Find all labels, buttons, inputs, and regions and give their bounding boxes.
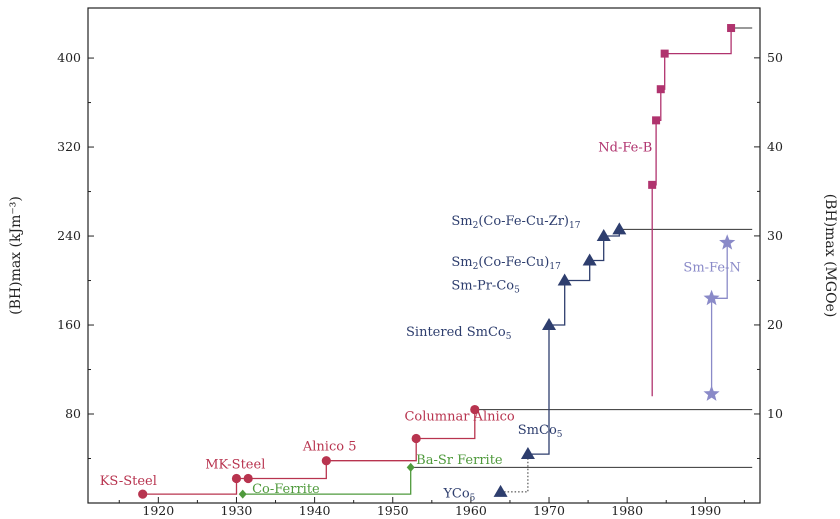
y-tick-label: 80 <box>65 406 81 421</box>
label-sm2-co-fe-cu-17: Sm2(Co-Fe-Cu)17 <box>451 255 561 272</box>
ndfeb-data-point <box>648 180 657 189</box>
label-text: Co-Ferrite <box>252 482 320 497</box>
label-text: Sintered SmCo <box>406 325 506 340</box>
smfen-step-line <box>710 242 728 394</box>
smco-data-point <box>557 273 572 286</box>
label-text: (Co-Fe-Cu) <box>478 255 549 270</box>
ndfeb-data-point <box>727 24 736 33</box>
x-tick-label: 1950 <box>377 503 409 518</box>
y-tick-label: 240 <box>57 228 81 243</box>
smfen-data-point <box>719 234 736 250</box>
label-text: YCo <box>443 486 470 501</box>
steel-data-point <box>231 473 242 484</box>
smco-dotted-connector <box>500 454 529 493</box>
y2-tick-label: 30 <box>767 228 783 243</box>
smco-step-line <box>527 229 620 455</box>
x-tick-label: 1940 <box>299 503 331 518</box>
label-sm-fe-n: Sm-Fe-N <box>683 261 740 276</box>
y-axis-label-left: (BH)max (kJm⁻³) <box>8 196 24 315</box>
y-tick-label: 400 <box>57 50 81 65</box>
x-tick-label: 1970 <box>533 503 565 518</box>
ndfeb-data-point <box>660 49 669 58</box>
y-axis-label-right: (BH)max (MGOe) <box>822 194 838 318</box>
chart-axes: 1920 1930 1940 1950 1960 1970 1980 199080160240… <box>57 7 783 518</box>
label-mk-steel: MK-Steel <box>205 458 265 473</box>
steel-data-point <box>138 489 148 499</box>
label-sm2-co-fe-cu-zr-17: Sm2(Co-Fe-Cu-Zr)17 <box>451 214 580 231</box>
ferrite-step-line <box>242 467 412 495</box>
label-text: Sm <box>451 255 472 270</box>
label-text: Alnico 5 <box>302 440 357 455</box>
x-tick-label: 1920 <box>142 503 174 518</box>
steel-data-point <box>411 433 421 444</box>
smco-data-point <box>596 229 611 242</box>
label-nd-fe-b: Nd-Fe-B <box>598 140 652 155</box>
label-text: Nd-Fe-B <box>598 140 652 155</box>
label-sintered-smco5: Sintered SmCo5 <box>406 325 512 342</box>
smco-data-point <box>542 318 557 331</box>
label-subscript: 2 <box>473 262 479 272</box>
steel-data-point <box>470 404 480 415</box>
label-subscript: 2 <box>473 221 479 231</box>
label-ks-steel: KS-Steel <box>100 474 157 489</box>
y2-tick-label: 20 <box>767 317 783 332</box>
y-tick-label: 160 <box>57 317 81 332</box>
y-tick-label: 320 <box>57 139 81 154</box>
label-smco5: SmCo5 <box>518 423 563 440</box>
steel-data-point <box>321 456 331 466</box>
ferrite-data-point <box>238 489 247 499</box>
smfen-data-point <box>703 385 720 401</box>
label-text: Columnar Alnico <box>404 410 514 425</box>
label-text: KS-Steel <box>100 474 157 489</box>
label-text: SmCo <box>518 423 557 438</box>
x-tick-label: 1930 <box>221 503 253 518</box>
chart-annotations: KS-Steel MK-Steel Co-Ferrite Alnico 5 Ba-Sr … <box>100 140 741 503</box>
smco-data-point <box>493 484 508 497</box>
ndfeb-data-point <box>656 85 665 94</box>
x-tick-label: 1990 <box>689 503 721 518</box>
smco-data-point <box>582 253 597 266</box>
label-subscript: 5 <box>470 493 476 503</box>
label-subscript: 5 <box>557 430 563 440</box>
label-text: Sm-Fe-N <box>683 261 740 276</box>
y2-tick-label: 40 <box>767 139 783 154</box>
label-subscript: 17 <box>569 221 581 231</box>
label-text: Ba-Sr Ferrite <box>416 453 503 468</box>
label-columnar-alnico: Columnar Alnico <box>404 410 514 425</box>
y2-tick-label: 50 <box>767 50 783 65</box>
label-subscript: 5 <box>514 285 520 295</box>
label-text: Sm-Pr-Co <box>451 278 514 293</box>
smfen-data-point <box>703 289 720 306</box>
plot-frame <box>87 7 761 504</box>
ndfeb-data-point <box>652 116 661 125</box>
label-text: (Co-Fe-Cu-Zr) <box>478 214 569 229</box>
x-tick-label: 1960 <box>455 503 487 518</box>
smco-data-point <box>612 222 627 235</box>
label-yco5: YCo5 <box>443 486 476 503</box>
label-sm-pr-co5: Sm-Pr-Co5 <box>451 278 520 295</box>
y2-tick-label: 10 <box>767 406 783 421</box>
label-text: MK-Steel <box>205 458 265 473</box>
label-subscript: 17 <box>549 262 561 272</box>
label-alnico-5: Alnico 5 <box>302 440 357 455</box>
label-text: Sm <box>451 214 472 229</box>
x-tick-label: 1980 <box>611 503 643 518</box>
label-ba-sr-ferrite: Ba-Sr Ferrite <box>416 453 503 468</box>
ferrite-data-point <box>406 462 415 472</box>
steel-data-point <box>243 473 253 484</box>
smco-data-point <box>520 447 535 460</box>
label-subscript: 5 <box>506 332 512 342</box>
chart-markers <box>138 24 736 499</box>
label-co-ferrite: Co-Ferrite <box>252 482 320 497</box>
